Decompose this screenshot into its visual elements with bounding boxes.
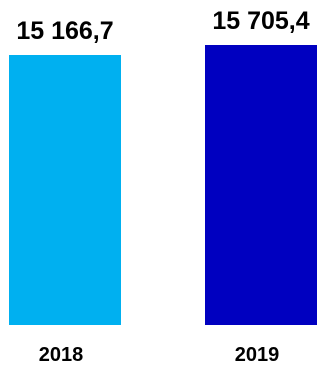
bar-2018 — [9, 55, 121, 325]
category-label-2019: 2019 — [235, 344, 280, 366]
value-label-2019: 15 705,4 — [212, 7, 309, 35]
value-label-2018: 15 166,7 — [16, 17, 113, 45]
bar-2019 — [205, 45, 317, 325]
category-label-2018: 2018 — [39, 344, 84, 366]
